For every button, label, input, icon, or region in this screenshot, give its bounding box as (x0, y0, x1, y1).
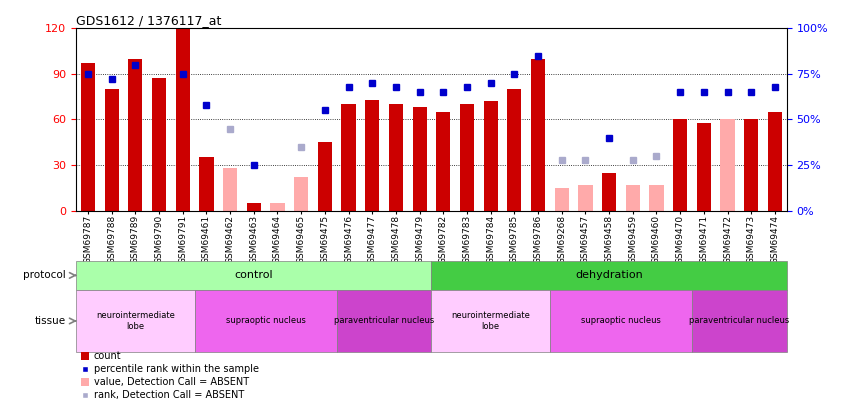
Bar (152, 79, 166, 211)
Bar (342, 104, 355, 211)
Bar (692, 290, 787, 352)
Bar (176, 28, 190, 211)
Bar (413, 107, 426, 211)
Bar (744, 119, 758, 211)
Bar (129, 59, 142, 211)
Bar (437, 112, 450, 211)
Bar (105, 89, 118, 211)
Bar (697, 122, 711, 211)
Bar (195, 290, 337, 352)
Bar (318, 142, 332, 211)
Text: protocol: protocol (23, 271, 65, 280)
Text: paraventricular nucleus: paraventricular nucleus (334, 316, 434, 326)
Bar (768, 112, 782, 211)
Text: control: control (234, 271, 273, 280)
Bar (579, 185, 592, 211)
Bar (223, 168, 237, 211)
Text: neurointermediate
lobe: neurointermediate lobe (96, 311, 175, 330)
Bar (555, 188, 569, 211)
Bar (550, 290, 692, 352)
Bar (389, 104, 403, 211)
Bar (81, 63, 95, 211)
Bar (294, 177, 308, 211)
Bar (673, 119, 687, 211)
Bar (508, 89, 521, 211)
Bar (721, 119, 734, 211)
Bar (76, 261, 431, 290)
Bar (271, 203, 284, 211)
Text: supraoptic nucleus: supraoptic nucleus (226, 316, 305, 326)
Bar (337, 290, 431, 352)
Bar (626, 185, 640, 211)
Bar (650, 185, 663, 211)
Bar (431, 261, 787, 290)
Bar (484, 101, 497, 211)
Bar (531, 59, 545, 211)
Bar (460, 104, 474, 211)
Text: GDS1612 / 1376117_at: GDS1612 / 1376117_at (76, 14, 222, 27)
Bar (76, 290, 195, 352)
Text: paraventricular nucleus: paraventricular nucleus (689, 316, 789, 326)
Text: tissue: tissue (35, 316, 65, 326)
Bar (602, 173, 616, 211)
Bar (247, 203, 261, 211)
Text: neurointermediate
lobe: neurointermediate lobe (451, 311, 530, 330)
Bar (200, 158, 213, 211)
Bar (365, 100, 379, 211)
Text: supraoptic nucleus: supraoptic nucleus (581, 316, 661, 326)
Legend: count, percentile rank within the sample, value, Detection Call = ABSENT, rank, : count, percentile rank within the sample… (81, 352, 259, 400)
Bar (431, 290, 550, 352)
Text: dehydration: dehydration (575, 271, 643, 280)
